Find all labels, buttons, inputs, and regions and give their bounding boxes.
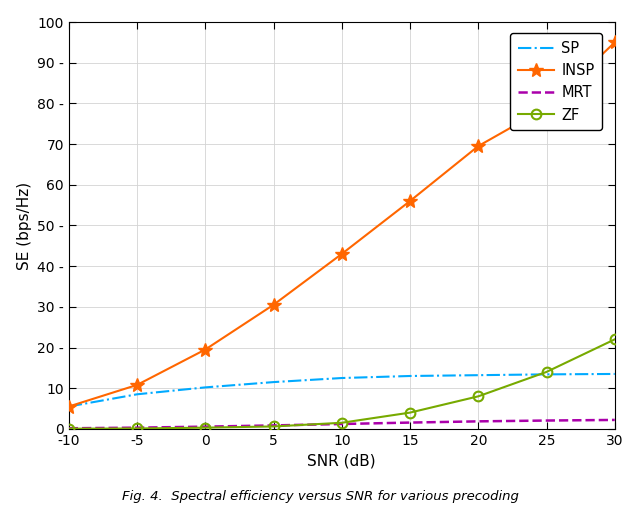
ZF xyxy=(133,425,141,431)
MRT xyxy=(611,417,619,423)
MRT xyxy=(133,425,141,431)
INSP xyxy=(406,198,414,204)
Line: MRT: MRT xyxy=(68,420,615,428)
SP xyxy=(338,375,346,381)
ZF xyxy=(611,336,619,342)
SP xyxy=(474,372,482,378)
SP xyxy=(133,391,141,397)
MRT xyxy=(338,421,346,427)
INSP xyxy=(611,39,619,45)
Line: INSP: INSP xyxy=(62,35,621,414)
Text: Fig. 4.  Spectral efficiency versus SNR for various precoding: Fig. 4. Spectral efficiency versus SNR f… xyxy=(122,490,518,503)
INSP xyxy=(65,403,72,410)
MRT xyxy=(406,420,414,426)
Line: ZF: ZF xyxy=(64,334,620,433)
INSP xyxy=(133,382,141,388)
SP xyxy=(269,379,277,385)
SP xyxy=(611,371,619,377)
INSP xyxy=(269,302,277,308)
INSP xyxy=(543,105,550,111)
ZF xyxy=(65,426,72,432)
X-axis label: SNR (dB): SNR (dB) xyxy=(307,453,376,468)
ZF xyxy=(406,410,414,416)
ZF xyxy=(543,369,550,375)
SP xyxy=(202,384,209,390)
Line: SP: SP xyxy=(68,374,615,407)
INSP xyxy=(474,143,482,149)
SP xyxy=(406,373,414,379)
INSP xyxy=(338,251,346,257)
INSP xyxy=(202,346,209,352)
MRT xyxy=(543,418,550,424)
SP xyxy=(543,371,550,377)
ZF xyxy=(338,420,346,426)
ZF xyxy=(269,423,277,429)
Legend: SP, INSP, MRT, ZF: SP, INSP, MRT, ZF xyxy=(511,33,602,130)
MRT xyxy=(474,418,482,424)
ZF xyxy=(474,393,482,399)
MRT xyxy=(269,422,277,428)
SP xyxy=(65,403,72,410)
Y-axis label: SE (bps/Hz): SE (bps/Hz) xyxy=(17,181,31,270)
ZF xyxy=(202,425,209,431)
MRT xyxy=(202,424,209,430)
MRT xyxy=(65,425,72,431)
